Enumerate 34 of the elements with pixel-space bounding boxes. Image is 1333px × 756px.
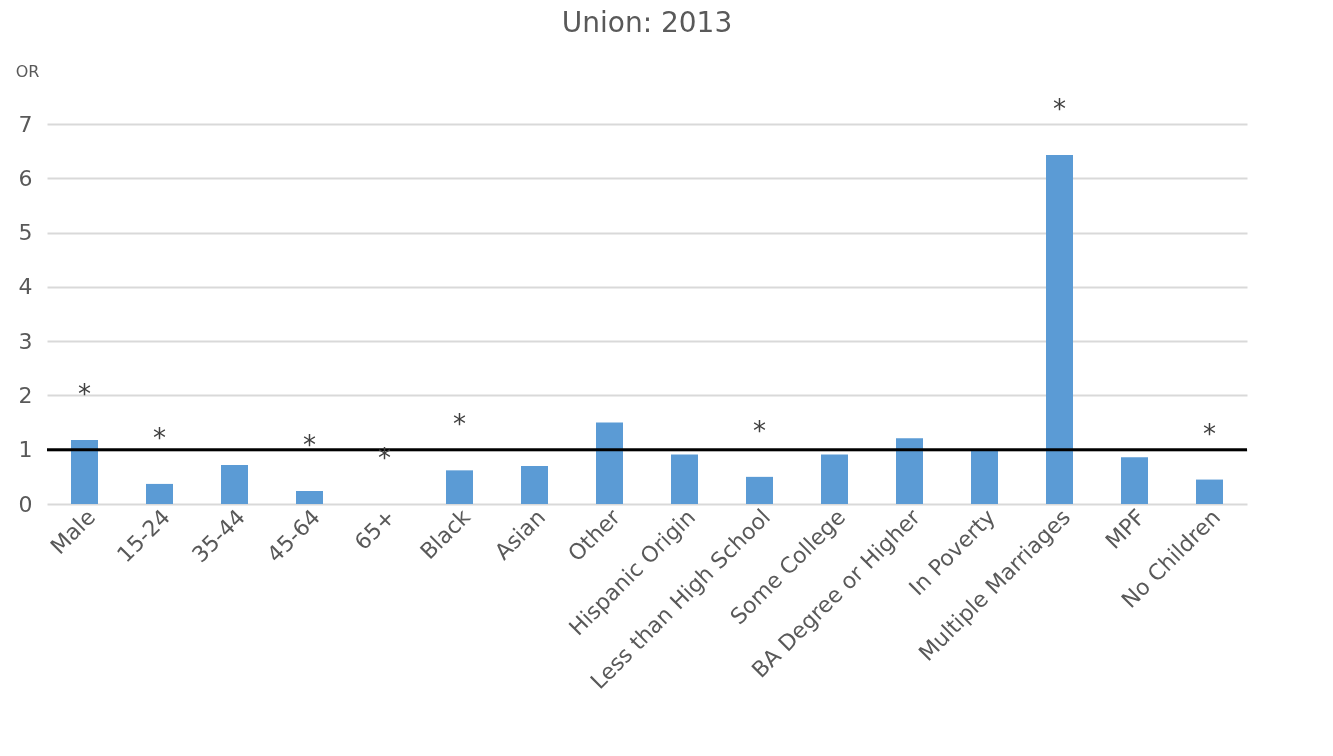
bar [896, 438, 923, 504]
text: * [1203, 418, 1216, 449]
y-tick-label: 1 [18, 437, 33, 463]
text: * [753, 415, 766, 446]
text: * [303, 429, 316, 460]
bar [521, 466, 548, 504]
x-tick-label: 65+ [349, 504, 401, 555]
bar [671, 454, 698, 504]
y-tick-label: 3 [18, 328, 33, 354]
y-axis-title: OR [15, 61, 40, 81]
bar [1196, 479, 1223, 504]
bar [596, 422, 623, 504]
y-tick-label: 5 [18, 220, 33, 246]
y-tick-label: 2 [18, 382, 33, 408]
bar [746, 476, 773, 504]
bar [821, 454, 848, 504]
text: * [453, 409, 466, 440]
bar [446, 470, 473, 504]
bar [1046, 154, 1073, 504]
text: * [153, 422, 166, 453]
bar [1121, 457, 1148, 504]
bar [971, 450, 998, 504]
bar [71, 439, 98, 504]
y-tick-label: 6 [18, 165, 33, 191]
y-tick-label: 4 [18, 274, 33, 300]
bar [296, 490, 323, 504]
text: * [1053, 93, 1066, 124]
bar [146, 483, 173, 504]
y-tick-label: 0 [18, 491, 33, 517]
y-tick-label: 7 [18, 111, 33, 137]
text: * [78, 378, 91, 409]
chart-title: Union: 2013 [561, 6, 733, 39]
bar [221, 464, 248, 504]
text: * [378, 443, 391, 473]
